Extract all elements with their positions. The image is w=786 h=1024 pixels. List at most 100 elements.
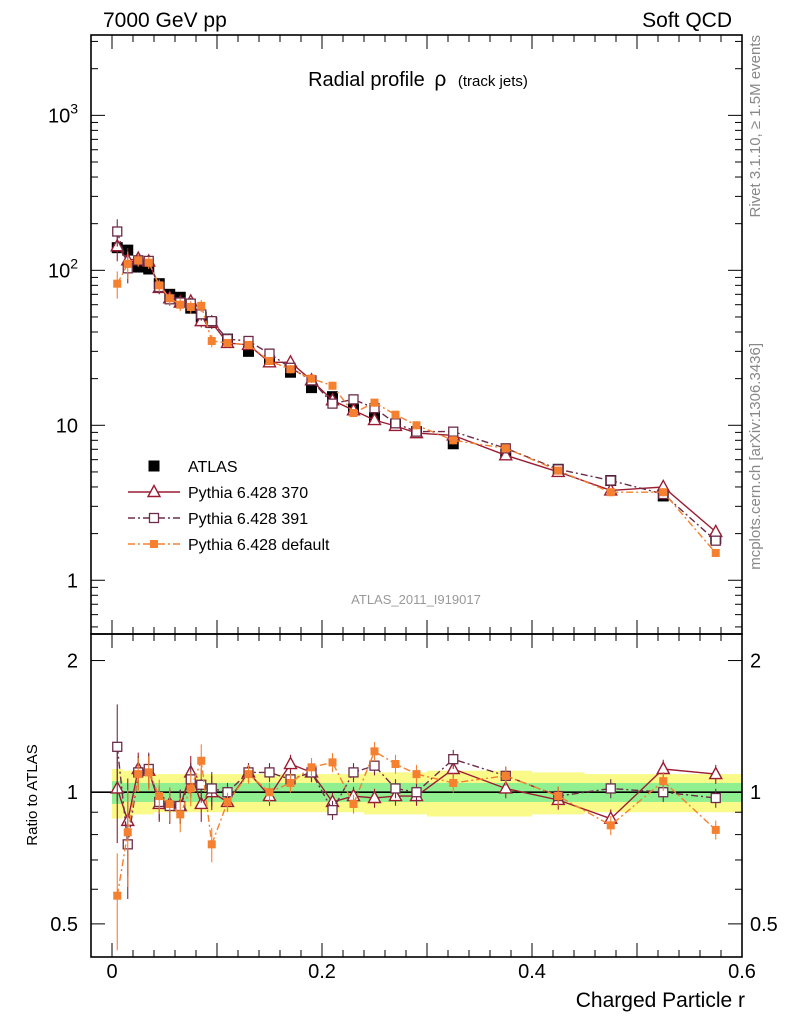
data-point — [448, 426, 459, 437]
data-point — [207, 336, 216, 345]
y-tick-label: 1 — [67, 570, 78, 592]
ratio-point — [194, 796, 209, 810]
data-point — [113, 279, 122, 288]
data-point — [206, 315, 217, 327]
ratio-y-tick-label-right: 0.5 — [750, 914, 778, 936]
data-point — [659, 488, 668, 497]
plot-frame — [90, 633, 743, 958]
legend-label: Pythia 6.428 391 — [188, 511, 308, 528]
legend-marker — [150, 540, 158, 548]
ratio-point — [186, 784, 195, 793]
ratio-point — [411, 787, 422, 798]
data-point — [554, 466, 563, 475]
ratio-point — [113, 891, 122, 900]
data-point — [264, 348, 275, 359]
ratio-point — [390, 783, 401, 794]
ratio-point — [554, 792, 563, 801]
ratio-point — [656, 761, 671, 775]
data-point — [144, 258, 153, 267]
data-point — [155, 281, 164, 290]
ratio-point — [264, 767, 275, 778]
ratio-series-line — [116, 750, 717, 896]
ratio-point — [708, 766, 723, 780]
data-point — [243, 345, 254, 357]
ratio-point — [367, 790, 382, 804]
ratio-point — [391, 760, 400, 769]
ratio-point — [197, 756, 206, 765]
y-tick-label: 103 — [48, 100, 78, 127]
data-point — [244, 340, 253, 349]
data-point — [186, 302, 195, 311]
main-title-text: Radial profile — [308, 69, 425, 91]
ratio-point — [711, 825, 720, 834]
data-point — [391, 410, 400, 419]
data-point — [123, 259, 132, 268]
data-point — [265, 356, 274, 365]
ratio-ylabel: Ratio to ATLAS — [24, 744, 41, 845]
y-tick-label: 10 — [56, 415, 78, 437]
ratio-y-tick-label: 0.5 — [50, 914, 78, 936]
data-point — [197, 301, 206, 310]
legend-marker — [146, 484, 162, 498]
data-point — [708, 523, 723, 538]
main-title: Radial profile ρ (track jets) — [308, 68, 528, 91]
rivet-label: Rivet 3.1.10, ≥ 1.5M events — [747, 35, 764, 218]
x-tick-label: 0.6 — [728, 961, 756, 983]
ratio-point — [605, 783, 616, 794]
ratio-point — [501, 771, 510, 780]
ratio-y-tick-label: 2 — [67, 651, 78, 673]
data-point — [367, 412, 382, 426]
data-point — [606, 488, 615, 497]
ratio-point — [123, 828, 132, 837]
data-point — [711, 548, 720, 557]
ratio-point — [265, 788, 274, 797]
data-point — [223, 338, 232, 347]
ratio-point — [412, 770, 421, 779]
series-line — [116, 259, 717, 554]
data-point — [134, 256, 143, 265]
ratio-point — [498, 780, 513, 794]
data-point — [390, 418, 401, 429]
data-point — [370, 398, 379, 407]
data-point — [412, 421, 421, 430]
ratio-series-line — [116, 746, 716, 845]
ratio-point — [369, 760, 380, 771]
ratio-point — [196, 779, 207, 790]
ratio-point — [223, 797, 232, 806]
header-right: Soft QCD — [642, 9, 732, 32]
ratio-point — [206, 783, 217, 794]
x-tick-label: 0.4 — [518, 961, 546, 983]
analysis-label: ATLAS_2011_I919017 — [351, 592, 481, 607]
ratio-point — [349, 799, 358, 808]
x-tick-label: 0 — [106, 961, 117, 983]
ratio-point — [370, 747, 379, 756]
ratio-y-tick-label: 1 — [67, 782, 78, 804]
ratio-point — [348, 767, 359, 778]
ratio-point — [283, 756, 298, 770]
series-3 — [113, 251, 720, 558]
legend: ATLAS Pythia 6.428 370 Pythia 6.428 391 Pyt… — [128, 459, 330, 554]
data-point — [165, 294, 174, 303]
ratio-point — [134, 770, 143, 779]
data-point — [327, 398, 338, 409]
ratio-point — [327, 804, 338, 816]
legend-label: ATLAS — [188, 459, 238, 476]
ratio-point — [244, 770, 253, 779]
mcplots-label: mcplots.cern.ch [arXiv:1306.3436] — [747, 343, 764, 570]
ratio-series-2 — [113, 742, 720, 951]
data-point — [349, 409, 358, 418]
ratio-point — [710, 792, 721, 804]
legend-marker — [148, 512, 160, 524]
legend-marker — [148, 460, 160, 472]
ratio-point — [606, 821, 615, 830]
ratio-point — [448, 754, 459, 765]
data-point — [605, 475, 616, 486]
main-title-symbol: ρ — [434, 68, 446, 91]
ratio-plot: 0.5 0.5 1 1 2 2 0 0.2 0.4 0.6 Ratio to ATLAS Char… — [24, 633, 778, 1012]
ratio-point — [144, 768, 153, 777]
ratio-point — [112, 741, 123, 752]
ratio-point — [155, 792, 164, 801]
y-tick-label: 102 — [48, 255, 78, 282]
